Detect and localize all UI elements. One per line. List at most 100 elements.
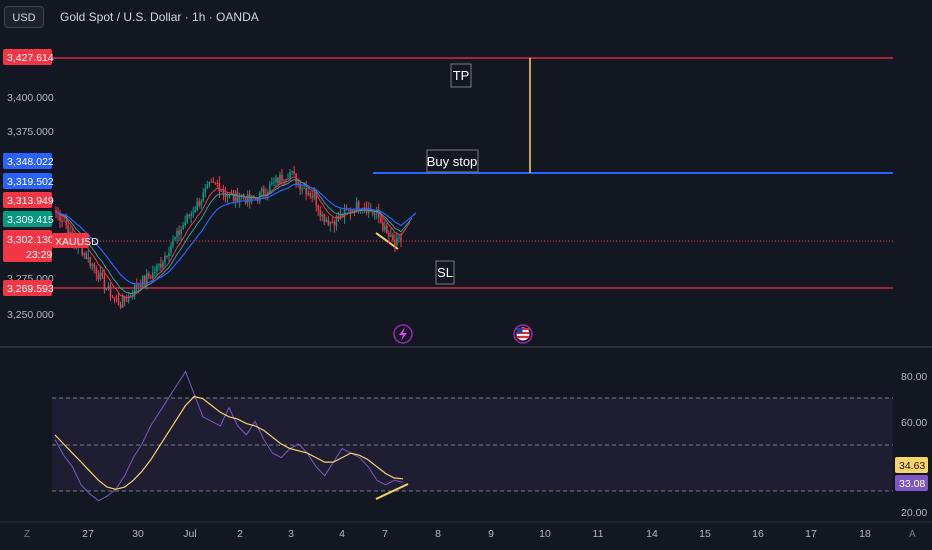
candle-body xyxy=(382,222,384,231)
candle-body xyxy=(101,272,104,277)
time-tick-label: 2 xyxy=(237,528,243,540)
time-tick-label: 3 xyxy=(288,528,294,540)
price-label-sl: 3,269.593 xyxy=(3,280,54,296)
time-tick-label: 10 xyxy=(539,528,551,540)
candle-body xyxy=(59,213,61,221)
candle-body xyxy=(394,239,396,246)
tp-annotation[interactable]: TP xyxy=(450,63,472,88)
candle-body xyxy=(222,190,225,194)
candle-body xyxy=(333,221,336,226)
time-tick-label: 4 xyxy=(339,528,345,540)
log-scale-toggle[interactable]: Z xyxy=(24,529,30,540)
pane-separator[interactable] xyxy=(0,346,932,348)
svg-text:3,319.502: 3,319.502 xyxy=(7,176,54,188)
candle-body xyxy=(83,253,86,256)
candle-body xyxy=(390,234,392,237)
price-label-last: 3,302.130 23:29 xyxy=(3,230,54,262)
rsi-value-label: 33.08 xyxy=(895,475,928,491)
candle-body xyxy=(198,201,201,206)
candle-body xyxy=(204,188,207,193)
candle-body xyxy=(119,304,122,308)
candle-body xyxy=(260,188,263,192)
candle-body xyxy=(141,275,144,288)
sl-annotation[interactable]: SL xyxy=(435,260,455,285)
ema-mid-line xyxy=(55,179,413,295)
time-axis[interactable]: 27 30 Jul 2 3 4 7 8 9 10 11 14 15 16 17 18 xyxy=(82,528,871,540)
candle-body xyxy=(250,195,253,202)
time-tick-label: 14 xyxy=(646,528,658,540)
instrument-title[interactable]: Gold Spot / U.S. Dollar · 1h · OANDA xyxy=(60,10,259,24)
candle-body xyxy=(301,188,303,190)
rsi-axis[interactable]: 80.00 60.00 20.00 xyxy=(901,371,927,519)
price-tick: 3,375.000 xyxy=(7,126,54,138)
candle-body xyxy=(188,214,190,217)
svg-text:3,348.022: 3,348.022 xyxy=(7,156,54,168)
candle-body xyxy=(325,219,328,222)
candle-body xyxy=(166,255,168,257)
buy-stop-annotation[interactable]: Buy stop xyxy=(426,149,479,173)
candle-body xyxy=(97,274,100,280)
candle-body xyxy=(236,192,239,203)
candle-body xyxy=(220,190,223,192)
candle-body xyxy=(289,171,291,179)
candle-body xyxy=(267,192,269,196)
candle-body xyxy=(212,181,215,183)
candle-body xyxy=(384,225,386,231)
currency-button[interactable]: USD xyxy=(4,6,44,28)
candle-body xyxy=(339,214,342,220)
candle-body xyxy=(154,272,156,274)
auto-scale-toggle[interactable]: A xyxy=(909,529,916,540)
candle-body xyxy=(182,225,184,230)
svg-text:XAUUSD: XAUUSD xyxy=(55,236,99,248)
candle-body xyxy=(398,237,400,239)
time-tick-label: 17 xyxy=(805,528,817,540)
candle-body xyxy=(81,245,84,256)
svg-text:33.08: 33.08 xyxy=(899,478,925,490)
candle-body xyxy=(228,193,231,197)
candle-body xyxy=(210,181,213,183)
candle-body xyxy=(143,275,146,283)
candle-body xyxy=(87,257,90,260)
candle-body xyxy=(246,194,249,204)
candle-body xyxy=(226,196,229,198)
candle-body xyxy=(178,230,180,235)
svg-text:3,427.614: 3,427.614 xyxy=(7,52,54,64)
candle-body xyxy=(123,296,126,301)
candle-body xyxy=(192,212,194,214)
candle-body xyxy=(309,193,312,197)
candle-body xyxy=(392,234,394,240)
candle-body xyxy=(55,209,57,213)
candle-body xyxy=(89,257,92,266)
candle-body xyxy=(125,300,128,302)
time-tick-label: 18 xyxy=(859,528,871,540)
candle-body xyxy=(285,179,287,181)
candle-body xyxy=(194,209,197,213)
lightning-event-icon[interactable] xyxy=(393,324,413,344)
candle-body xyxy=(299,182,301,190)
ema-fast-line xyxy=(55,176,411,299)
us-flag-event-icon[interactable] xyxy=(513,324,533,344)
candle-body xyxy=(234,192,237,201)
candle-body xyxy=(117,298,120,305)
candle-body xyxy=(156,265,158,273)
time-tick-label: 15 xyxy=(699,528,711,540)
candle-body xyxy=(367,208,370,214)
rsi-ma-value-label: 34.63 xyxy=(895,457,928,473)
candle-body xyxy=(206,184,209,189)
candle-body xyxy=(327,219,330,225)
candle-body xyxy=(317,205,320,211)
candle-body xyxy=(224,193,227,198)
candle-body xyxy=(135,284,138,287)
candle-body xyxy=(150,276,152,278)
candle-body xyxy=(158,264,160,266)
candle-body xyxy=(111,297,114,299)
candle-body xyxy=(109,285,112,298)
candle-body xyxy=(380,216,382,223)
candle-body xyxy=(180,229,182,235)
candle-body xyxy=(335,216,338,226)
candle-body xyxy=(61,220,63,222)
candle-body xyxy=(160,264,162,268)
candle-body xyxy=(263,188,265,195)
svg-text:3,313.949: 3,313.949 xyxy=(7,195,54,207)
